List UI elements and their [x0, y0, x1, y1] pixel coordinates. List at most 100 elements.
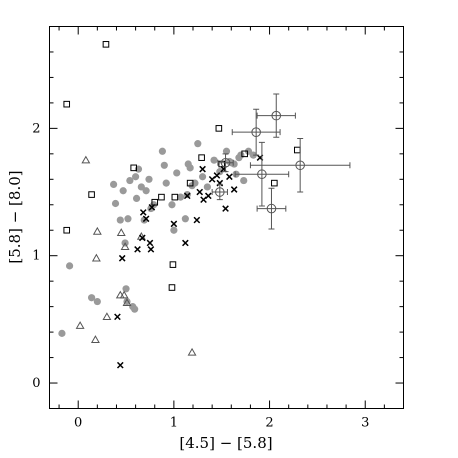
filled-circle-point [230, 160, 238, 168]
open-square-point [63, 100, 71, 108]
error-bar [217, 153, 234, 173]
error-bar [231, 108, 281, 156]
open-triangle-point [81, 155, 91, 164]
filled-circle-point [240, 176, 248, 185]
filled-circle-point [210, 156, 218, 164]
y-axis-label: [5.8] − [8.0] [6, 170, 24, 263]
filled-circle-point [183, 190, 191, 199]
x-tick-label: 2 [265, 416, 273, 431]
filled-circle-point [237, 151, 245, 159]
filled-circle-point [203, 183, 211, 191]
filled-circle-point [131, 305, 139, 313]
cross-point [139, 209, 147, 216]
filled-circle-point [58, 329, 66, 337]
filled-circle-point [244, 147, 253, 155]
open-square-point [271, 179, 278, 187]
filled-circle-point [181, 215, 189, 223]
open-square-point [158, 193, 165, 201]
open-square-point [241, 150, 248, 158]
cross-point [182, 239, 189, 247]
x-axis-label: [4.5] − [5.8] [179, 434, 272, 452]
open-square-point [215, 125, 223, 132]
open-square-point [168, 284, 176, 291]
cross-point [138, 234, 146, 242]
open-circle-point [220, 157, 231, 168]
cross-point [142, 215, 150, 223]
filled-circle-point [110, 180, 118, 188]
cross-point [199, 165, 206, 173]
cross-point [170, 220, 178, 228]
cross-point [183, 192, 191, 200]
open-triangle-point [122, 298, 132, 307]
open-triangle-point [120, 242, 130, 250]
filled-circle-point [173, 169, 181, 177]
open-square-point [169, 261, 177, 268]
cross-point [193, 216, 201, 224]
cross-point [114, 313, 121, 321]
open-triangle-point [102, 312, 112, 321]
filled-circle-point [137, 183, 145, 191]
cross-point [213, 172, 221, 179]
x-tick-label: 0 [74, 416, 82, 431]
filled-circle-point [126, 176, 134, 185]
cross-point [118, 254, 126, 262]
filled-circle-point [160, 161, 168, 169]
open-triangle-point [75, 321, 85, 329]
open-circle-point [215, 187, 225, 197]
filled-circle-point [186, 164, 194, 172]
filled-circle-point [134, 165, 143, 173]
open-square-point [102, 41, 110, 48]
filled-circle-point [93, 297, 101, 306]
open-triangle-point [90, 335, 100, 343]
y-tick-label: 1 [32, 249, 40, 264]
filled-circle-point [87, 294, 96, 302]
cross-point [230, 186, 238, 193]
error-bar [234, 141, 290, 207]
x-tick-label: 1 [170, 416, 178, 431]
open-square-point [130, 164, 137, 172]
cross-point [116, 361, 124, 369]
y-tick-labels: 0 1 2 [32, 121, 40, 391]
data-points [58, 41, 351, 369]
open-square-point [186, 179, 194, 187]
filled-circle-point [116, 216, 124, 224]
cross-point [222, 205, 229, 212]
filled-circle-point [132, 173, 140, 181]
filled-circle-point [65, 262, 74, 270]
cross-point [226, 173, 233, 181]
plot-frame [49, 26, 404, 409]
open-triangle-point [119, 290, 129, 299]
filled-circle-point [168, 201, 176, 209]
error-bar [211, 183, 228, 201]
cross-point [204, 192, 212, 200]
open-circle-point [266, 203, 277, 214]
filled-circle-point [198, 173, 207, 181]
filled-circle-point [194, 140, 202, 148]
cross-point [216, 179, 224, 187]
open-square-point [294, 146, 301, 154]
x-tick-labels: 0 1 2 3 [74, 416, 369, 431]
open-circle-point [251, 127, 261, 137]
open-triangle-point [187, 347, 197, 356]
filled-circle-point [176, 193, 185, 201]
filled-circle-point [222, 147, 231, 155]
y-tick-label: 0 [32, 376, 40, 391]
filled-circle-point [170, 226, 178, 234]
filled-circle-point [162, 179, 170, 187]
open-circle-point [271, 110, 282, 121]
open-triangle-point [91, 253, 101, 262]
axis-ticks [49, 26, 404, 409]
error-bar [249, 138, 351, 193]
error-bar [256, 187, 287, 230]
open-triangle-point [116, 228, 126, 236]
filled-circle-point [142, 187, 150, 195]
open-square-point [63, 226, 71, 234]
x-tick-label: 3 [361, 416, 369, 431]
filled-circle-point [119, 187, 127, 195]
filled-circle-point [111, 199, 120, 208]
open-square-point [88, 191, 95, 198]
open-triangle-point [92, 226, 102, 235]
cross-point [146, 239, 154, 247]
open-circle-point [257, 169, 267, 180]
